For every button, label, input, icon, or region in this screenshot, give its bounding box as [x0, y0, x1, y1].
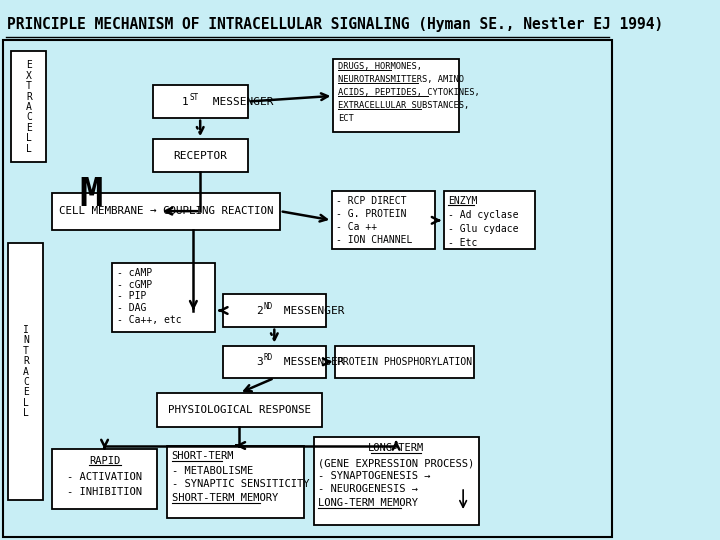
- Text: - Ad cyclase: - Ad cyclase: [449, 210, 519, 220]
- Bar: [53, 193, 280, 230]
- Text: NEUROTRANSMITTERS, AMINO: NEUROTRANSMITTERS, AMINO: [338, 75, 464, 84]
- Text: 2: 2: [256, 306, 263, 315]
- Text: MESSENGER: MESSENGER: [276, 306, 344, 315]
- Text: - cGMP: - cGMP: [117, 280, 152, 289]
- Text: MESSENGER: MESSENGER: [276, 357, 344, 367]
- Text: 3: 3: [256, 357, 263, 367]
- Bar: [153, 85, 248, 118]
- Text: - RCP DIRECT: - RCP DIRECT: [336, 196, 407, 206]
- Text: EXTRACELLULAR SUBSTANCES,: EXTRACELLULAR SUBSTANCES,: [338, 101, 469, 110]
- Text: - Ca ++: - Ca ++: [336, 222, 377, 232]
- Bar: [332, 191, 436, 249]
- Text: ND: ND: [264, 302, 272, 310]
- Text: - G. PROTEIN: - G. PROTEIN: [336, 209, 407, 219]
- Text: - ACTIVATION: - ACTIVATION: [67, 472, 142, 482]
- Text: I
N
T
R
A
C
E
L
L: I N T R A C E L L: [23, 325, 29, 418]
- Text: DRUGS, HORMONES,: DRUGS, HORMONES,: [338, 62, 422, 71]
- Text: (GENE EXPRESSION PROCESS): (GENE EXPRESSION PROCESS): [318, 458, 474, 468]
- Text: - SYNAPTOGENESIS →: - SYNAPTOGENESIS →: [318, 471, 431, 481]
- Text: - Etc: - Etc: [449, 238, 478, 248]
- Text: - PIP: - PIP: [117, 292, 146, 301]
- Bar: [8, 243, 43, 500]
- Text: 1: 1: [181, 97, 189, 106]
- Text: PRINCIPLE MECHANISM OF INTRACELLULAR SIGNALING (Hyman SE., Nestler EJ 1994): PRINCIPLE MECHANISM OF INTRACELLULAR SIG…: [7, 17, 664, 32]
- Text: - Glu cydace: - Glu cydace: [449, 224, 519, 234]
- Text: - METABOLISME: - METABOLISME: [171, 467, 253, 476]
- Text: - INHIBITION: - INHIBITION: [67, 488, 142, 497]
- Bar: [157, 393, 322, 427]
- Bar: [333, 59, 459, 132]
- Text: ECT: ECT: [338, 114, 354, 123]
- Text: - cAMP: - cAMP: [117, 268, 152, 278]
- Text: LONG-TERM MEMORY: LONG-TERM MEMORY: [318, 498, 418, 508]
- Bar: [53, 449, 157, 509]
- Text: ACIDS, PEPTIDES, CYTOKINES,: ACIDS, PEPTIDES, CYTOKINES,: [338, 88, 480, 97]
- Text: - SYNAPTIC SENSITICITY: - SYNAPTIC SENSITICITY: [171, 480, 309, 489]
- Text: ENZYM: ENZYM: [449, 196, 478, 206]
- Text: ST: ST: [189, 93, 199, 102]
- Text: CELL MEMBRANE → COUPLING REACTION: CELL MEMBRANE → COUPLING REACTION: [59, 206, 274, 216]
- Bar: [222, 346, 326, 378]
- Text: SHORT-TERM MEMORY: SHORT-TERM MEMORY: [171, 494, 278, 503]
- Text: RECEPTOR: RECEPTOR: [174, 151, 228, 160]
- Text: SHORT-TERM: SHORT-TERM: [171, 451, 234, 461]
- Text: E
X
T
R
A
C
E
L
L: E X T R A C E L L: [26, 60, 32, 153]
- Bar: [11, 51, 46, 162]
- Text: M: M: [79, 177, 103, 214]
- Text: PHYSIOLOGICAL RESPONSE: PHYSIOLOGICAL RESPONSE: [168, 405, 311, 415]
- Bar: [444, 191, 535, 249]
- Text: RAPID: RAPID: [89, 456, 120, 466]
- Text: - NEUROGENESIS →: - NEUROGENESIS →: [318, 484, 418, 494]
- Bar: [314, 437, 479, 525]
- Text: - DAG: - DAG: [117, 303, 146, 313]
- Text: RD: RD: [264, 353, 272, 362]
- Text: - Ca++, etc: - Ca++, etc: [117, 315, 181, 325]
- Bar: [222, 294, 326, 327]
- Text: LONG-TERM: LONG-TERM: [368, 443, 424, 453]
- Bar: [153, 139, 248, 172]
- Text: PROTEIN PHOSPHORYLATION: PROTEIN PHOSPHORYLATION: [337, 357, 472, 367]
- Text: MESSENGER: MESSENGER: [207, 97, 274, 106]
- Bar: [336, 346, 474, 378]
- Bar: [112, 263, 215, 332]
- Bar: [167, 446, 304, 518]
- Text: - ION CHANNEL: - ION CHANNEL: [336, 235, 413, 245]
